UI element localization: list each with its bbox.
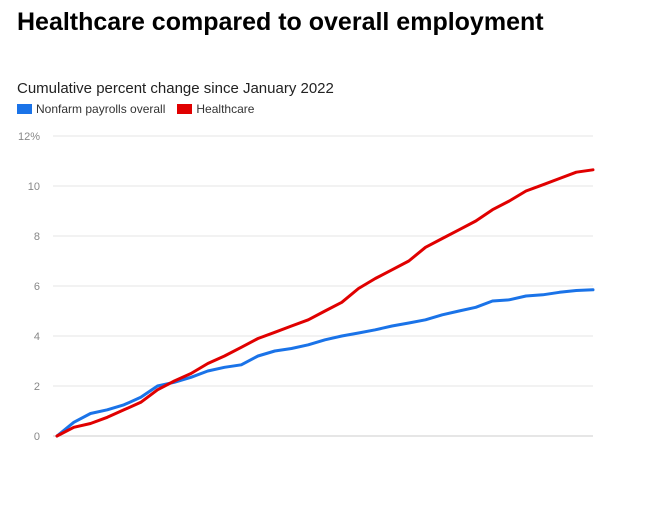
legend-swatch-healthcare xyxy=(177,104,193,114)
legend-item-nonfarm: Nonfarm payrolls overall xyxy=(17,102,165,116)
y-tick-label: 4 xyxy=(34,331,40,343)
y-tick-label: 12% xyxy=(18,131,40,143)
y-tick-label: 2 xyxy=(34,381,40,393)
y-tick-label: 6 xyxy=(34,281,40,293)
legend-item-healthcare: Healthcare xyxy=(177,102,254,116)
y-tick-label: 10 xyxy=(28,181,40,193)
y-tick-label: 0 xyxy=(34,431,40,443)
legend-swatch-nonfarm xyxy=(17,104,32,114)
chart-subtitle: Cumulative percent change since January … xyxy=(17,80,334,97)
legend-label-healthcare: Healthcare xyxy=(196,102,255,116)
series-line-healthcare xyxy=(55,168,595,438)
legend-label-nonfarm: Nonfarm payrolls overall xyxy=(36,102,166,116)
y-tick-label: 8 xyxy=(34,231,40,243)
legend: Nonfarm payrolls overall Healthcare xyxy=(17,101,254,117)
series-line-nonfarm xyxy=(55,288,595,438)
chart-title: Healthcare compared to overall employmen… xyxy=(17,8,544,36)
